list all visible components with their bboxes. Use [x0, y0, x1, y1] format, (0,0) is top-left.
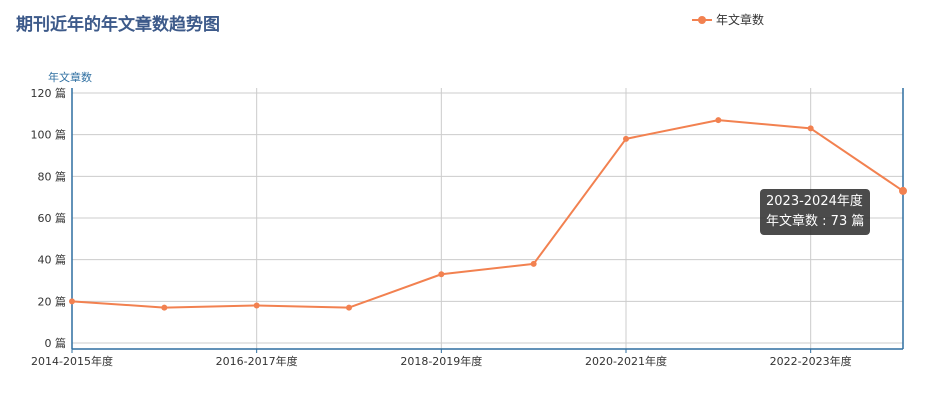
data-point[interactable]: [253, 302, 260, 309]
tooltip-series-label: 年文章数: [766, 214, 819, 229]
data-point[interactable]: [530, 260, 537, 267]
tooltip-header: 2023-2024年度: [766, 194, 863, 209]
y-tick-label: 80 篇: [38, 169, 67, 183]
y-tick-label: 60 篇: [38, 211, 67, 225]
tooltip-body: 年文章数 : 73 篇: [766, 214, 865, 229]
legend-line-dot-icon: [692, 13, 712, 27]
x-tick-label: 2014-2015年度: [31, 354, 113, 368]
legend-label: 年文章数: [716, 13, 765, 27]
chart-legend[interactable]: 年文章数: [692, 11, 764, 28]
data-point[interactable]: [899, 186, 907, 195]
data-point[interactable]: [346, 304, 352, 311]
data-point[interactable]: [161, 304, 168, 311]
data-point[interactable]: [438, 271, 445, 278]
y-tick-label: 100 篇: [31, 128, 67, 142]
data-point[interactable]: [715, 117, 722, 124]
series-line: [71, 119, 904, 309]
y-axis-name: 年文章数: [48, 71, 92, 84]
data-tooltip: 2023-2024年度 年文章数 : 73 篇: [760, 189, 871, 235]
x-tick-label: 2018-2019年度: [400, 354, 482, 368]
data-point[interactable]: [69, 298, 75, 305]
chart-title: 期刊近年的年文章数趋势图: [16, 15, 220, 35]
data-point[interactable]: [807, 125, 814, 132]
x-tick-label: 2020-2021年度: [585, 354, 667, 368]
y-tick-label: 120 篇: [31, 86, 67, 100]
tooltip-value: 73 篇: [830, 214, 865, 229]
y-tick-label: 20 篇: [38, 294, 67, 308]
x-tick-label: 2016-2017年度: [216, 354, 298, 368]
data-point[interactable]: [623, 135, 629, 142]
y-tick-label: 0 篇: [45, 336, 67, 350]
x-tick-label: 2022-2023年度: [770, 354, 852, 368]
y-tick-label: 40 篇: [38, 253, 67, 267]
